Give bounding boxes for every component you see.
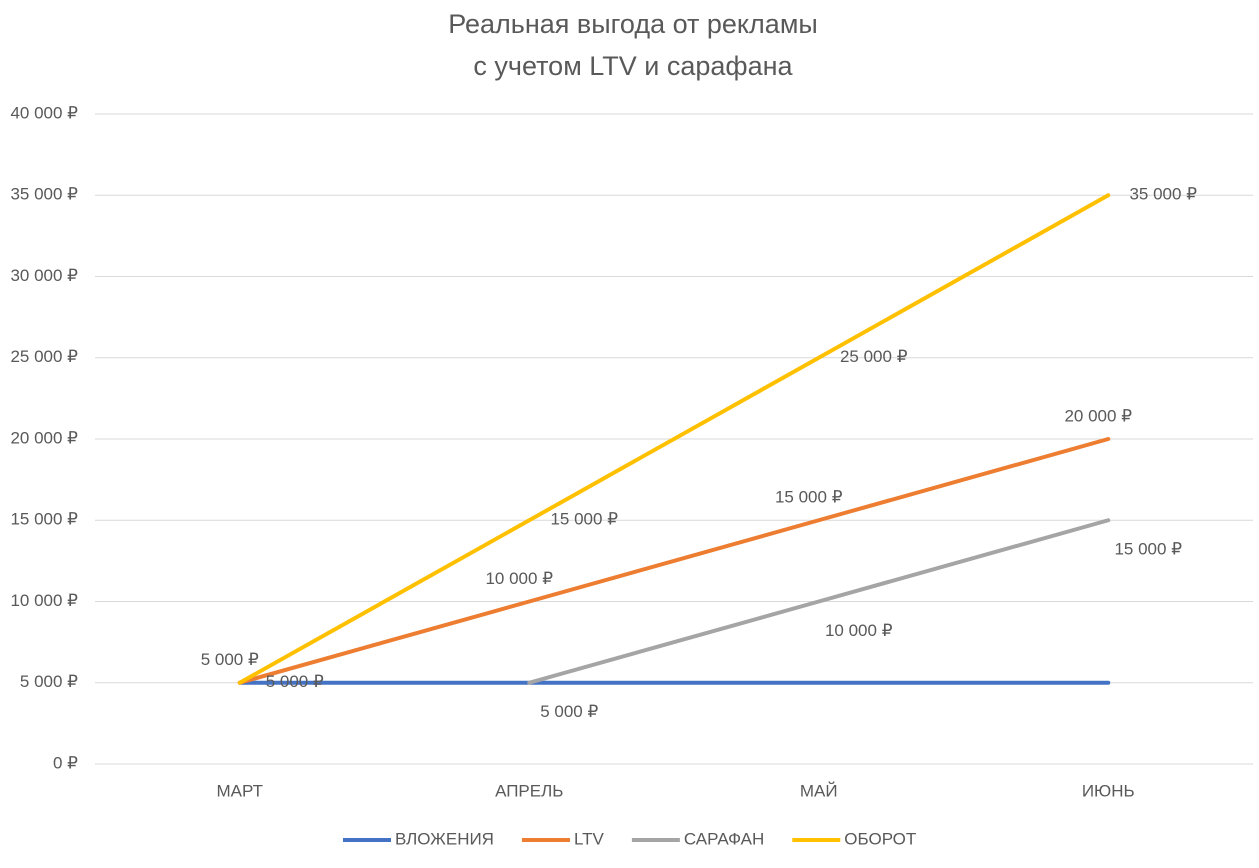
data-label: 10 000 ₽ [825,621,893,640]
data-label: 15 000 ₽ [1114,540,1182,559]
y-tick-label: 20 000 ₽ [10,428,78,447]
x-tick-label: МАЙ [800,781,838,800]
data-label: 5 000 ₽ [540,702,598,721]
y-tick-label: 0 ₽ [53,753,78,772]
legend-label: LTV [574,829,605,848]
y-tick-label: 35 000 ₽ [10,185,78,204]
data-label: 35 000 ₽ [1129,185,1197,204]
y-tick-label: 15 000 ₽ [10,510,78,529]
data-label: 5 000 ₽ [201,650,259,669]
legend-label: ОБОРОТ [844,829,916,848]
data-label: 15 000 ₽ [550,510,618,529]
y-tick-label: 10 000 ₽ [10,591,78,610]
y-tick-label: 25 000 ₽ [10,347,78,366]
chart-title: с учетом LTV и сарафана [473,51,793,81]
line-series [527,518,1111,685]
y-tick-label: 40 000 ₽ [10,103,78,122]
x-tick-label: ИЮНЬ [1082,781,1135,800]
x-tick-label: МАРТ [217,781,263,800]
data-label: 20 000 ₽ [1064,406,1132,425]
data-label: 25 000 ₽ [840,347,908,366]
legend-label: ВЛОЖЕНИЯ [395,829,494,848]
legend-label: САРАФАН [684,829,764,848]
data-label: 15 000 ₽ [775,488,843,507]
y-tick-label: 5 000 ₽ [20,672,78,691]
y-tick-label: 30 000 ₽ [10,266,78,285]
data-label: 10 000 ₽ [485,569,553,588]
chart-title: Реальная выгода от рекламы [448,9,818,39]
line-series [237,437,1111,685]
line-series [237,193,1111,685]
data-label: 5 000 ₽ [266,672,324,691]
x-tick-label: АПРЕЛЬ [495,781,563,800]
